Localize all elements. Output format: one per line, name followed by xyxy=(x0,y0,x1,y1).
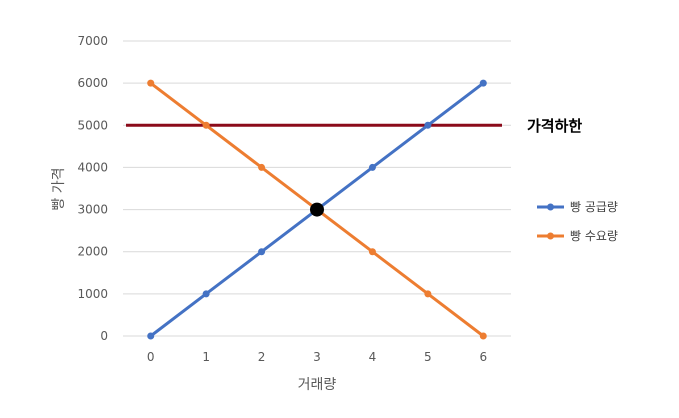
data-point xyxy=(147,79,155,87)
y-tick-labels: 0 1000 2000 3000 4000 5000 6000 7000 xyxy=(77,34,108,343)
y-tick-label: 2000 xyxy=(77,245,108,259)
data-point xyxy=(258,163,266,171)
x-tick-label: 0 xyxy=(147,350,155,364)
data-point xyxy=(368,163,376,171)
series-group xyxy=(147,79,487,340)
y-tick-label: 3000 xyxy=(77,203,108,217)
x-tick-label: 4 xyxy=(369,350,377,364)
x-tick-label: 3 xyxy=(313,350,321,364)
legend-swatch-marker xyxy=(547,203,554,211)
data-point xyxy=(424,121,432,129)
legend-label: 빵 수요량 xyxy=(570,229,618,243)
data-point xyxy=(202,121,210,129)
x-axis-title: 거래량 xyxy=(298,377,337,393)
data-point xyxy=(147,332,155,340)
legend-item: 빵 공급량 xyxy=(537,200,618,214)
y-axis-title: 빵 가격 xyxy=(51,167,67,210)
y-tick-label: 6000 xyxy=(77,76,108,90)
data-point xyxy=(368,248,376,256)
x-tick-label: 6 xyxy=(479,350,487,364)
y-tick-label: 1000 xyxy=(77,287,108,301)
data-point xyxy=(479,79,487,87)
data-point xyxy=(258,248,266,256)
x-tick-label: 1 xyxy=(202,350,210,364)
data-point xyxy=(424,290,432,298)
y-tick-label: 0 xyxy=(100,329,108,343)
y-tick-label: 5000 xyxy=(77,118,108,132)
data-point xyxy=(202,290,210,298)
x-tick-label: 5 xyxy=(424,350,432,364)
reference-line-label: 가격하한 xyxy=(527,117,582,135)
equilibrium-point xyxy=(310,202,324,217)
legend-label: 빵 공급량 xyxy=(570,200,618,214)
y-tick-label: 7000 xyxy=(77,34,108,48)
legend-swatch-marker xyxy=(547,232,554,240)
x-tick-label: 2 xyxy=(258,350,266,364)
gridlines xyxy=(123,40,511,337)
x-tick-labels: 0 1 2 3 4 5 6 xyxy=(147,350,487,364)
legend-item: 빵 수요량 xyxy=(537,229,618,243)
y-tick-label: 4000 xyxy=(77,160,108,174)
data-point xyxy=(479,332,487,340)
